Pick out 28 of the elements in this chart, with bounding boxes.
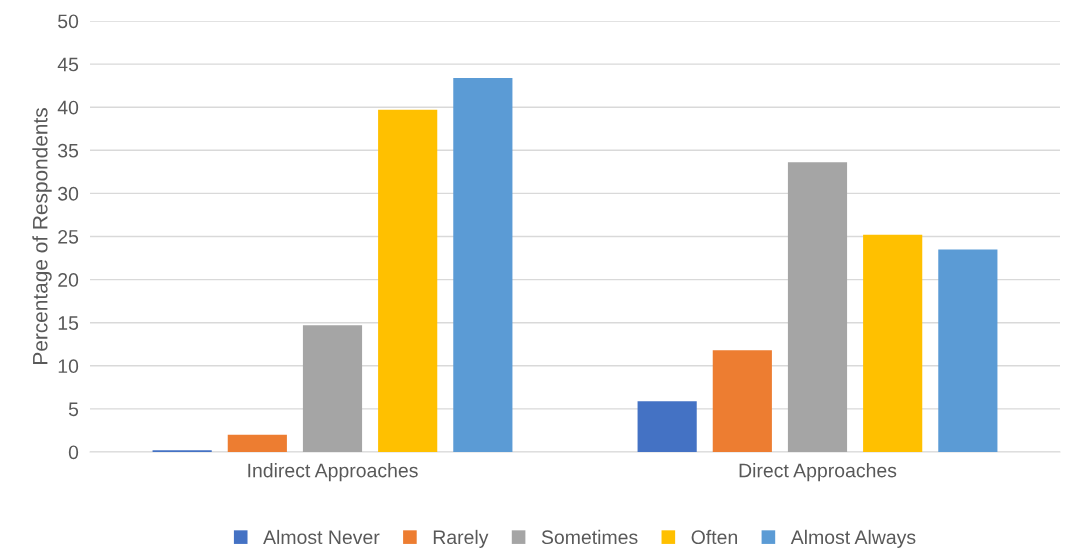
bar [227, 434, 287, 452]
y-tick-label: 10 [58, 359, 79, 374]
y-tick-label: 50 [58, 14, 79, 29]
bar [637, 401, 697, 452]
bar [787, 162, 848, 452]
y-tick-label: 35 [58, 143, 79, 158]
y-tick-label: 20 [58, 273, 79, 287]
bar [712, 350, 772, 452]
y-tick-label: 45 [57, 57, 79, 72]
bar [302, 325, 363, 452]
legend-label: Rarely [433, 529, 489, 548]
y-tick-label: 30 [58, 186, 79, 201]
legend-label: Almost Always [790, 529, 916, 548]
y-tick-label: 5 [68, 402, 79, 417]
bar [938, 249, 998, 452]
x-tick-label: Indirect Approaches [248, 463, 418, 482]
legend-label: Sometimes [541, 529, 638, 545]
y-axis-title: Percentage of Respondents [32, 108, 52, 364]
y-tick-label: 25 [58, 229, 79, 244]
legend-label: Often [691, 529, 737, 545]
y-tick-label: 15 [58, 316, 79, 330]
legend-label: Almost Never [263, 529, 380, 545]
bar [863, 234, 923, 452]
y-tick-label: 0 [68, 445, 79, 460]
x-tick-label: Direct Approaches [739, 463, 897, 482]
y-tick-label: 40 [57, 100, 79, 115]
bar [453, 77, 513, 452]
bar [378, 109, 438, 452]
